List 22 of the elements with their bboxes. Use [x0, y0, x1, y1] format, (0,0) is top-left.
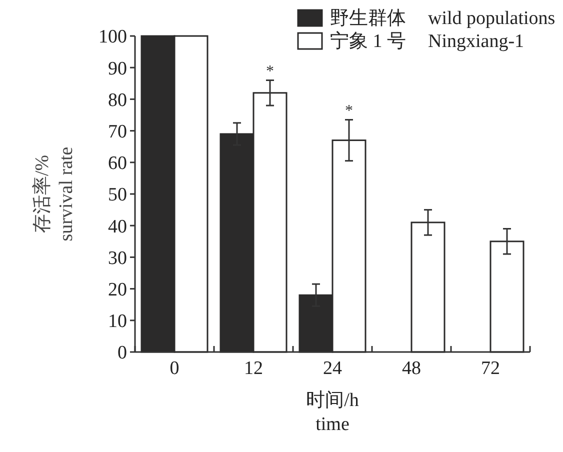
- x-tick-label: 12: [244, 358, 263, 379]
- legend-label: 野生群体 wild populations: [330, 8, 556, 29]
- y-tick-label: 40: [108, 216, 127, 238]
- x-axis-title: 时间/h time: [306, 390, 360, 435]
- y-axis-title: 存活率/% survival rate: [31, 146, 77, 242]
- x-tick-label: 24: [323, 358, 342, 379]
- y-tick-label: 30: [108, 248, 127, 269]
- x-tick-label: 48: [402, 358, 421, 379]
- y-tick-label: 60: [108, 153, 127, 174]
- annotation: *: [345, 102, 353, 120]
- y-tick-label: 10: [108, 311, 127, 332]
- x-tick-label: 0: [170, 358, 180, 379]
- x-tick-label: 72: [481, 358, 500, 379]
- annotation: *: [266, 63, 274, 80]
- y-tick-label: 50: [108, 184, 127, 206]
- y-tick-label: 100: [98, 26, 127, 48]
- y-tick-label: 20: [108, 279, 127, 300]
- legend-label: 宁象 1 号 Ningxiang-1: [330, 30, 524, 52]
- y-tick-label: 90: [108, 58, 127, 80]
- y-tick-label: 70: [108, 121, 127, 142]
- y-tick-label: 80: [108, 90, 127, 111]
- y-tick-label: 0: [118, 342, 127, 364]
